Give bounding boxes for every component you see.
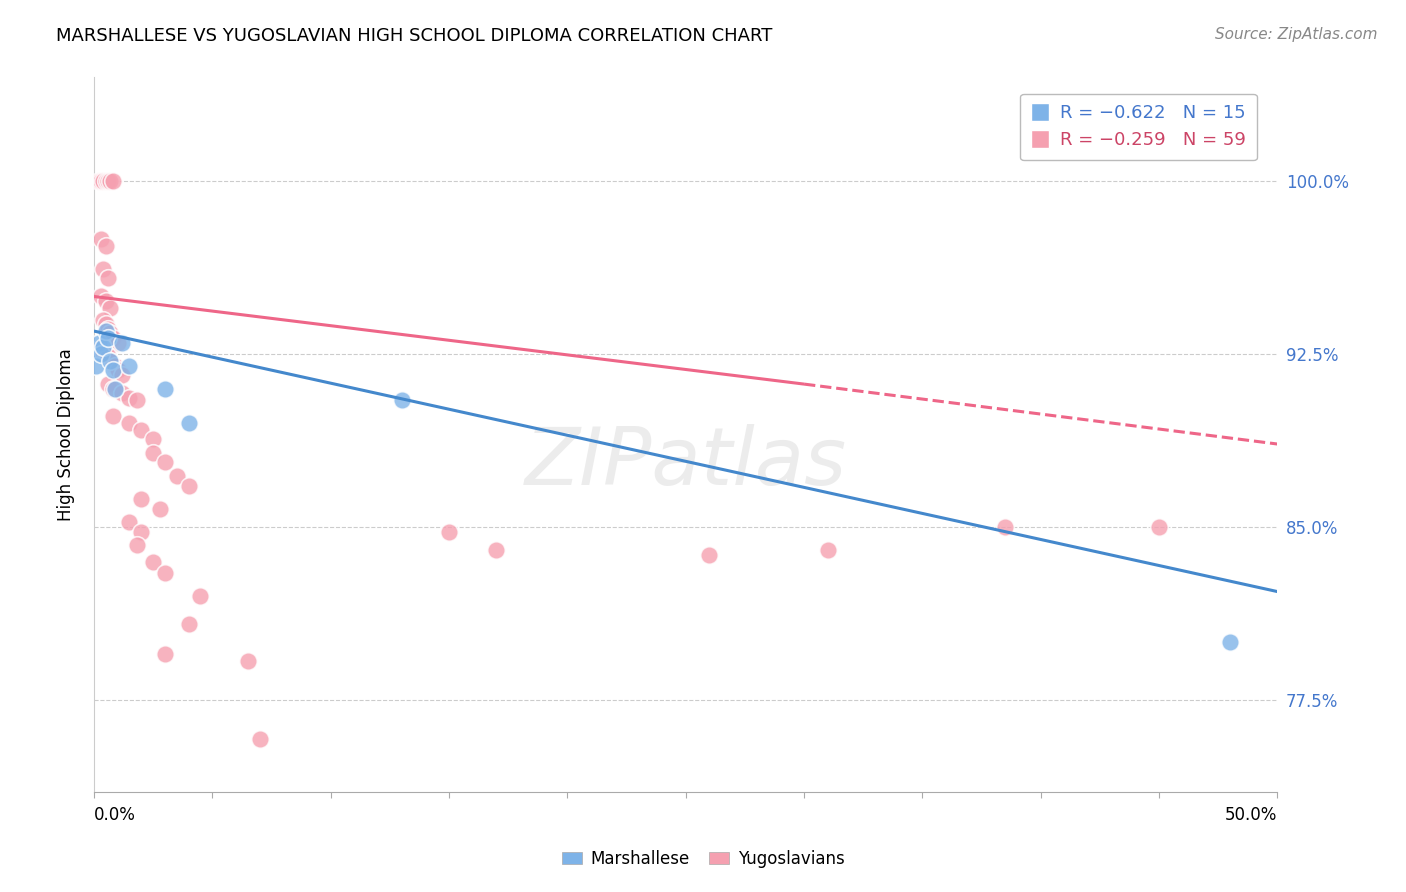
Point: [97, 350, 120, 364]
Point: [994, 520, 1017, 534]
Point: [1219, 635, 1241, 649]
Point: [100, 354, 122, 368]
Point: [111, 368, 134, 382]
Point: [97, 377, 120, 392]
Point: [87, 174, 110, 188]
Point: [101, 174, 124, 188]
Text: ZIPatlas: ZIPatlas: [524, 425, 846, 502]
Point: [817, 543, 839, 558]
Point: [94, 347, 117, 361]
Point: [93, 340, 115, 354]
Point: [90, 340, 112, 354]
Point: [153, 647, 176, 661]
Point: [100, 301, 122, 315]
Point: [485, 543, 508, 558]
Point: [100, 354, 122, 368]
Point: [100, 326, 122, 341]
Point: [93, 174, 115, 188]
Point: [177, 417, 200, 431]
Point: [90, 347, 112, 361]
Point: [97, 271, 120, 285]
Point: [90, 232, 112, 246]
Point: [177, 478, 200, 492]
Point: [153, 455, 176, 469]
Point: [1147, 520, 1170, 534]
Text: MARSHALLESE VS YUGOSLAVIAN HIGH SCHOOL DIPLOMA CORRELATION CHART: MARSHALLESE VS YUGOSLAVIAN HIGH SCHOOL D…: [56, 27, 773, 45]
Point: [101, 382, 124, 396]
Legend: R = −0.622   N = 15, R = −0.259   N = 59: R = −0.622 N = 15, R = −0.259 N = 59: [1021, 94, 1257, 161]
Point: [111, 335, 134, 350]
Point: [101, 363, 124, 377]
Point: [118, 391, 141, 405]
Point: [107, 363, 129, 377]
Point: [100, 174, 122, 188]
Point: [118, 417, 141, 431]
Point: [90, 174, 112, 188]
Point: [94, 294, 117, 309]
Point: [129, 492, 152, 507]
Point: [437, 524, 460, 539]
Point: [142, 433, 165, 447]
Point: [94, 174, 117, 188]
Point: [93, 261, 115, 276]
Point: [87, 335, 110, 350]
Point: [129, 423, 152, 437]
Point: [93, 312, 115, 326]
Point: [236, 654, 259, 668]
Point: [118, 359, 141, 373]
Point: [104, 382, 127, 396]
Point: [104, 359, 127, 373]
Point: [129, 524, 152, 539]
Text: Source: ZipAtlas.com: Source: ZipAtlas.com: [1215, 27, 1378, 42]
Point: [94, 317, 117, 331]
Point: [107, 335, 129, 350]
Point: [153, 566, 176, 581]
Point: [166, 469, 188, 483]
Point: [153, 382, 176, 396]
Y-axis label: High School Diploma: High School Diploma: [58, 349, 75, 521]
Text: 50.0%: 50.0%: [1225, 806, 1278, 824]
Point: [142, 555, 165, 569]
Point: [84, 359, 107, 373]
Point: [190, 589, 212, 603]
Point: [97, 322, 120, 336]
Legend: Marshallese, Yugoslavians: Marshallese, Yugoslavians: [555, 844, 851, 875]
Point: [142, 446, 165, 460]
Point: [97, 331, 120, 345]
Point: [177, 616, 200, 631]
Point: [94, 239, 117, 253]
Point: [111, 386, 134, 401]
Point: [118, 516, 141, 530]
Point: [125, 393, 148, 408]
Point: [149, 501, 172, 516]
Point: [101, 409, 124, 424]
Point: [97, 174, 120, 188]
Point: [249, 732, 271, 747]
Point: [391, 393, 413, 408]
Point: [699, 548, 721, 562]
Point: [125, 539, 148, 553]
Point: [93, 344, 115, 359]
Text: 0.0%: 0.0%: [94, 806, 136, 824]
Point: [94, 324, 117, 338]
Point: [101, 331, 124, 345]
Point: [90, 289, 112, 303]
